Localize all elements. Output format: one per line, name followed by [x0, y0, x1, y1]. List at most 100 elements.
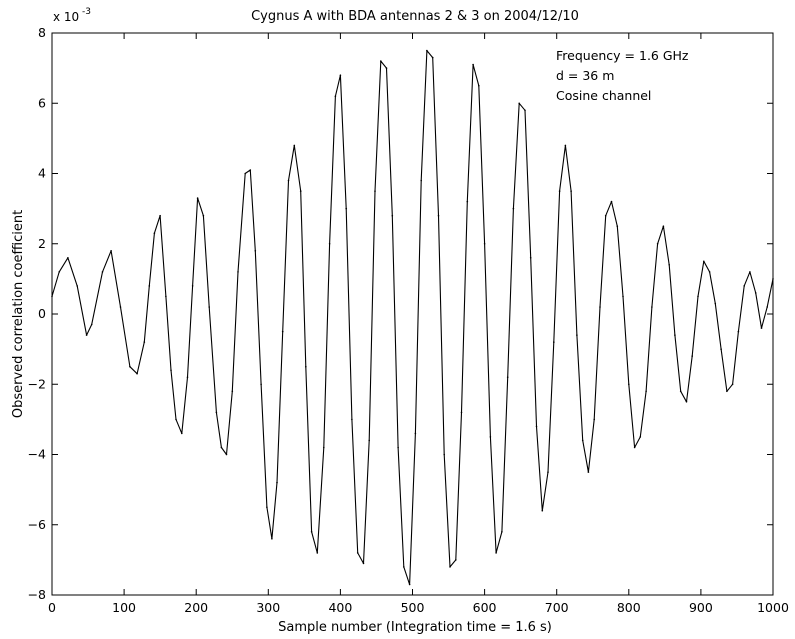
data-point: [101, 271, 104, 273]
data-point: [299, 190, 302, 192]
data-point: [668, 264, 670, 266]
data-point: [593, 418, 595, 421]
x-tick-label: 1000: [757, 600, 789, 615]
annotation-frequency: Frequency = 1.6 GHz: [556, 48, 689, 63]
data-point: [587, 471, 590, 473]
data-point: [237, 271, 239, 273]
data-point: [339, 74, 342, 76]
plot-area: 0 100 200 300 400 500 600 700 800 900 1000 −8−6−4−…: [28, 25, 789, 615]
data-point: [323, 446, 325, 449]
x-tick-labels: 0 100 200 300 400 500 600 700 800 900 1000: [48, 600, 789, 615]
data-point: [472, 63, 474, 66]
chart-title: Cygnus A with BDA antennas 2 & 3 on 2004…: [251, 9, 579, 24]
data-point: [656, 243, 659, 245]
y-tick-label: 8: [38, 25, 46, 40]
data-point: [287, 179, 290, 182]
data-point: [208, 306, 210, 308]
y-axis-label: Observed correlation coefficient: [11, 210, 26, 418]
data-point: [691, 355, 693, 357]
data-point: [529, 257, 532, 259]
data-point: [181, 432, 183, 435]
x-tick-label: 700: [545, 600, 569, 615]
data-point: [714, 302, 717, 305]
data-point: [731, 383, 734, 386]
data-point: [397, 446, 399, 449]
data-point: [737, 330, 740, 333]
y-tick-label: 2: [38, 236, 46, 251]
data-point: [385, 67, 388, 69]
data-point: [129, 365, 131, 368]
data-point: [581, 439, 584, 442]
data-point: [743, 285, 745, 287]
data-point: [225, 453, 228, 456]
data-point: [136, 372, 138, 375]
data-point: [391, 214, 394, 217]
data-point: [443, 453, 446, 456]
data-point: [85, 334, 88, 336]
data-point: [220, 446, 223, 449]
data-point: [266, 506, 268, 509]
data-point: [362, 562, 365, 565]
data-point: [51, 295, 53, 298]
data-point: [599, 306, 601, 308]
y-tick-label: −6: [28, 517, 46, 532]
y-multiplier: x 10 -3: [53, 7, 91, 24]
y-multiplier-base: x 10: [53, 10, 79, 24]
data-point: [310, 531, 313, 533]
data-point: [679, 390, 682, 393]
data-point: [420, 179, 423, 182]
data-point: [622, 295, 624, 298]
y-tick-label: −2: [28, 376, 46, 391]
y-tick-labels: −8 −6 −4 −2 0 2 4 6 8: [28, 25, 46, 602]
data-point: [455, 559, 457, 561]
data-point: [153, 232, 156, 234]
data-point: [749, 271, 751, 273]
data-point: [558, 190, 561, 192]
data-point: [708, 271, 711, 273]
y-tick-label: 4: [38, 166, 46, 181]
data-point: [633, 446, 636, 449]
data-point: [703, 260, 705, 263]
annotation-channel: Cosine channel: [556, 88, 651, 103]
data-points: [51, 49, 774, 586]
data-point: [271, 538, 273, 540]
data-point: [110, 250, 112, 252]
data-point: [374, 190, 376, 192]
data-point: [726, 390, 728, 393]
data-point: [244, 172, 246, 175]
data-point: [483, 243, 486, 245]
data-point: [334, 95, 337, 97]
data-point: [260, 383, 262, 386]
data-point: [460, 411, 463, 414]
data-point: [316, 552, 319, 554]
x-tick-label: 400: [328, 600, 352, 615]
data-point: [772, 278, 774, 280]
data-point: [186, 376, 189, 379]
data-point: [662, 225, 665, 227]
x-axis-ticks: [51, 33, 774, 595]
x-tick-label: 0: [48, 600, 56, 615]
data-point: [553, 341, 555, 343]
data-point: [489, 436, 492, 438]
data-point: [466, 200, 469, 203]
data-point: [368, 439, 371, 442]
data-point: [685, 401, 688, 403]
y-tick-label: 6: [38, 95, 46, 110]
data-point: [604, 214, 607, 217]
data-point: [196, 197, 199, 199]
data-point: [202, 214, 205, 217]
data-point: [535, 425, 538, 428]
data-point: [305, 365, 307, 368]
annotation-distance: d = 36 m: [556, 68, 614, 83]
data-point: [356, 552, 359, 554]
data-point: [281, 330, 284, 333]
data-point: [478, 84, 480, 87]
data-point: [518, 102, 520, 105]
data-point: [651, 306, 653, 308]
data-point: [191, 285, 194, 287]
data-point: [628, 383, 630, 386]
data-point: [720, 348, 722, 350]
data-point: [524, 109, 526, 112]
data-point: [276, 481, 278, 484]
